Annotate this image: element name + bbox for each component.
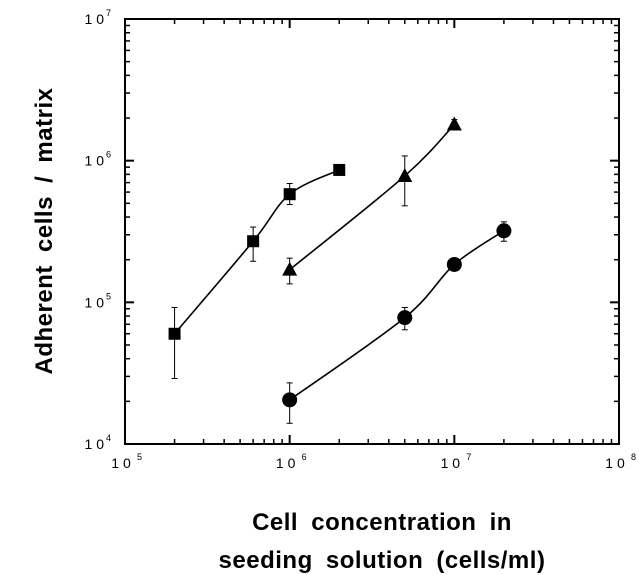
data-point-circle [496, 223, 512, 239]
series-line [289, 230, 505, 401]
x-tick-exponent: 6 [302, 452, 307, 462]
y-tick-label: 1 0 [85, 153, 105, 169]
data-point-square [283, 188, 296, 201]
data-point-square [168, 327, 181, 340]
data-point-triangle [446, 116, 462, 131]
plot-frame [124, 18, 620, 445]
x-tick-exponent: 5 [137, 452, 142, 462]
x-tick-label: 1 0 [605, 455, 625, 471]
series-line [173, 169, 340, 335]
y-tick-exponent: 5 [106, 291, 111, 301]
data-point-triangle [397, 167, 413, 182]
data-point-circle [282, 392, 298, 408]
y-tick-exponent: 6 [106, 150, 111, 160]
y-tick-label: 1 0 [85, 11, 105, 27]
x-axis-label-line1: Cell concentration in [252, 509, 512, 536]
series-circle [282, 221, 512, 424]
data-point-circle [397, 310, 413, 326]
y-tick-exponent: 4 [106, 433, 111, 443]
data-point-triangle [282, 261, 298, 276]
series-layer [168, 116, 512, 424]
series-triangle [282, 116, 462, 285]
y-axis-label: Adherent cells / matrix [31, 87, 58, 374]
series-square [168, 163, 346, 379]
x-axis-label-line2: seeding solution (cells/ml) [219, 547, 546, 574]
data-point-circle [446, 256, 462, 272]
data-point-square [247, 235, 260, 248]
y-tick-label: 1 0 [85, 436, 105, 452]
x-tick-label: 1 0 [441, 455, 461, 471]
data-point-square [333, 163, 346, 176]
y-tick-label: 1 0 [85, 294, 105, 310]
y-tick-exponent: 7 [106, 8, 111, 18]
x-tick-label: 1 0 [111, 455, 131, 471]
x-tick-exponent: 7 [466, 452, 471, 462]
series-line [289, 123, 455, 271]
x-tick-exponent: 8 [631, 452, 636, 462]
x-tick-label: 1 0 [276, 455, 296, 471]
